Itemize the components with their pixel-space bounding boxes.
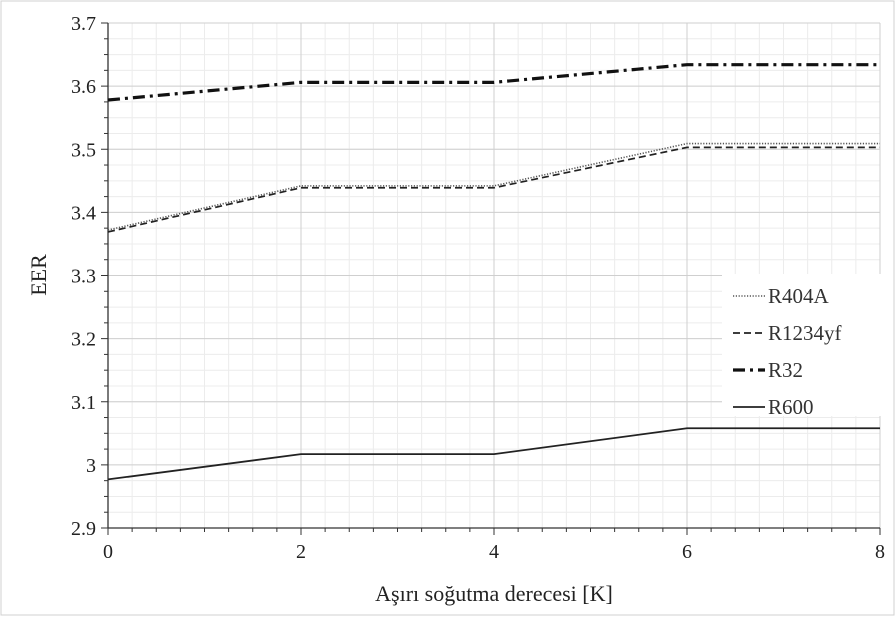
y-tick-label: 3 [86,455,96,477]
y-tick-labels: 2.9 3 3.1 3.2 3.3 3.4 3.5 3.6 3.7 [71,13,96,540]
axes [101,22,881,535]
legend-box [722,274,890,416]
series-line-r404a [107,142,880,231]
x-tick-label: 0 [103,541,113,563]
y-tick-label: 3.2 [71,329,96,351]
x-axis-title: Aşırı soğutma derecesi [K] [375,581,613,606]
x-tick-labels: 0 2 4 6 8 [103,541,885,563]
x-tick-label: 8 [875,541,885,563]
y-axis-title: EER [26,254,51,296]
legend: R404A R1234yf R32 R600 [722,274,890,419]
series-line-r1234yf [107,146,880,233]
x-tick-label: 6 [682,541,692,563]
series-line-r32 [107,63,880,102]
series-layer [107,63,880,481]
x-tick-label: 4 [489,541,499,563]
y-tick-label: 3.1 [71,392,96,414]
y-tick-label: 3.5 [71,139,96,161]
y-tick-label: 3.7 [71,13,96,35]
legend-label-r32: R32 [768,358,803,382]
series-line-r600 [107,427,880,481]
y-tick-label: 2.9 [71,518,96,540]
legend-label-r404a: R404A [768,284,830,308]
x-tick-label: 2 [296,541,306,563]
y-tick-label: 3.4 [71,202,96,224]
y-tick-label: 3.3 [71,266,96,288]
y-tick-label: 3.6 [71,76,96,98]
legend-label-r600: R600 [768,395,814,419]
legend-label-r1234yf: R1234yf [768,321,842,345]
